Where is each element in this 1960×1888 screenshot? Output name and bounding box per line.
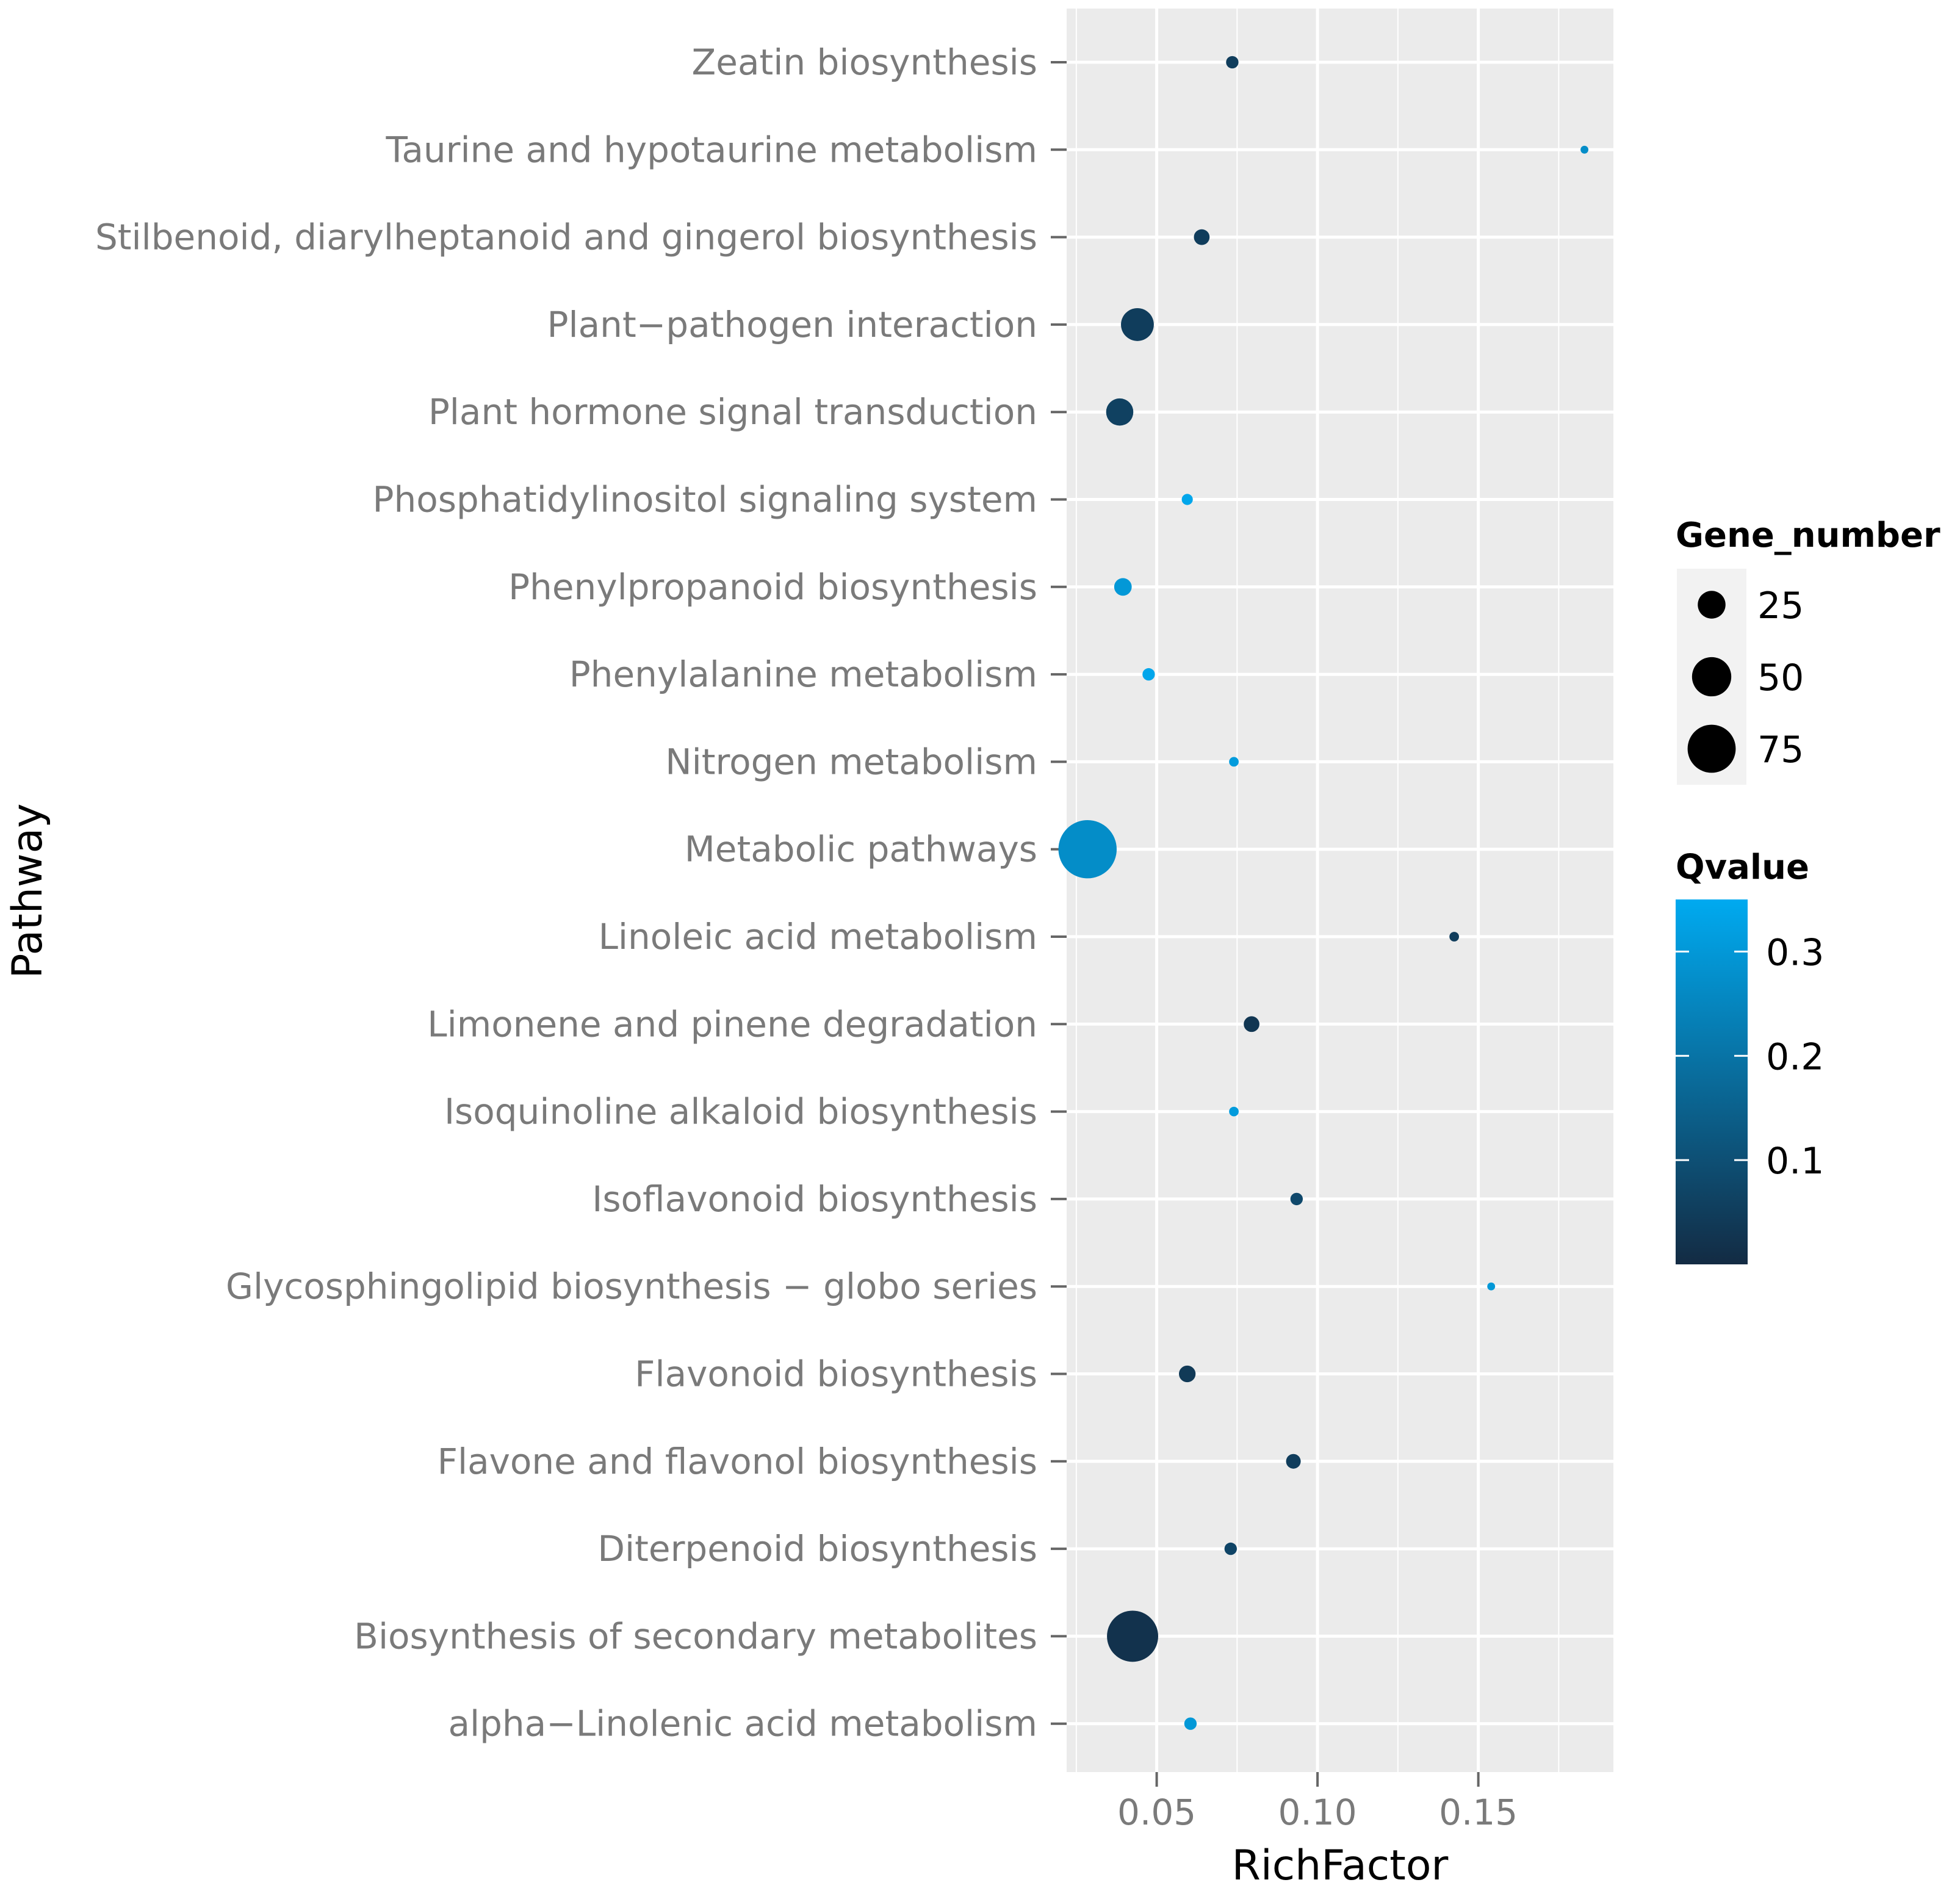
data-point bbox=[1181, 494, 1193, 505]
data-point bbox=[1184, 1717, 1197, 1730]
data-point bbox=[1121, 308, 1154, 341]
y-tick-label: alpha−Linolenic acid metabolism bbox=[448, 1703, 1037, 1745]
size-legend-dot bbox=[1692, 657, 1732, 697]
grid-lines bbox=[1067, 9, 1613, 1772]
y-tick-label: Taurine and hypotaurine metabolism bbox=[385, 129, 1037, 170]
y-tick-label: Phenylalanine metabolism bbox=[569, 654, 1037, 695]
y-tick-label: Biosynthesis of secondary metabolites bbox=[354, 1615, 1037, 1657]
y-tick-label: Metabolic pathways bbox=[685, 829, 1037, 870]
y-tick-label: Diterpenoid biosynthesis bbox=[597, 1528, 1037, 1569]
qvalue-colorbar bbox=[1676, 899, 1748, 1264]
y-tick-label: Limonene and pinene degradation bbox=[427, 1003, 1037, 1045]
data-point bbox=[1114, 578, 1132, 596]
y-tick-label: Phenylpropanoid biosynthesis bbox=[508, 566, 1037, 608]
plot-panel bbox=[1067, 9, 1613, 1772]
size-legend-label: 50 bbox=[1757, 657, 1804, 699]
y-tick-label: Flavone and flavonol biosynthesis bbox=[438, 1441, 1037, 1482]
data-point bbox=[1580, 145, 1588, 154]
data-point bbox=[1226, 56, 1239, 69]
y-tick-label: Flavonoid biosynthesis bbox=[635, 1353, 1037, 1395]
size-legend-dot bbox=[1687, 724, 1736, 773]
size-legend-label: 75 bbox=[1757, 729, 1804, 771]
data-point bbox=[1107, 1610, 1158, 1662]
data-point bbox=[1178, 1365, 1196, 1383]
y-tick-label: Nitrogen metabolism bbox=[665, 741, 1037, 782]
x-tick-label: 0.10 bbox=[1278, 1792, 1357, 1833]
size-legend-label: 25 bbox=[1757, 585, 1804, 627]
data-point bbox=[1229, 757, 1239, 767]
y-tick-label: Glycosphingolipid biosynthesis − globo s… bbox=[226, 1266, 1037, 1307]
x-axis-title: RichFactor bbox=[1232, 1842, 1449, 1888]
y-axis-title: Pathway bbox=[4, 804, 52, 979]
data-point bbox=[1286, 1454, 1301, 1469]
data-point bbox=[1449, 932, 1459, 942]
y-tick-label: Plant hormone signal transduction bbox=[428, 391, 1037, 433]
y-tick-label: Phosphatidylinositol signaling system bbox=[372, 479, 1037, 521]
y-tick-label: Plant−pathogen interaction bbox=[547, 304, 1037, 345]
data-point bbox=[1290, 1192, 1303, 1206]
colorbar-tick-label: 0.2 bbox=[1766, 1036, 1824, 1078]
data-point bbox=[1244, 1016, 1259, 1032]
x-tick-label: 0.05 bbox=[1117, 1792, 1196, 1833]
y-tick-label: Stilbenoid, diarylheptanoid and gingerol… bbox=[95, 217, 1037, 258]
colorbar-tick-label: 0.1 bbox=[1766, 1140, 1824, 1183]
size-legend-title: Gene_number bbox=[1676, 516, 1940, 555]
color-legend: Qvalue 0.1 0.2 0.3 bbox=[1676, 848, 1824, 1264]
y-axis-ticks: Zeatin biosynthesis Taurine and hypotauri… bbox=[95, 41, 1067, 1745]
data-point bbox=[1229, 1106, 1239, 1117]
y-tick-label: Isoquinoline alkaloid biosynthesis bbox=[444, 1091, 1037, 1133]
data-point bbox=[1142, 668, 1155, 681]
data-point bbox=[1487, 1282, 1496, 1291]
x-axis-ticks: 0.05 0.10 0.15 bbox=[1117, 1772, 1518, 1833]
data-point bbox=[1194, 229, 1210, 245]
y-tick-label: Linoleic acid metabolism bbox=[599, 916, 1037, 957]
y-tick-label: Isoflavonoid biosynthesis bbox=[592, 1178, 1037, 1220]
size-legend: Gene_number 25 50 75 bbox=[1676, 516, 1940, 785]
data-point bbox=[1106, 398, 1134, 426]
data-point bbox=[1224, 1542, 1237, 1555]
data-point bbox=[1058, 820, 1117, 879]
size-legend-dot bbox=[1698, 591, 1726, 619]
colorbar-tick-label: 0.3 bbox=[1766, 931, 1824, 974]
data-points bbox=[1058, 56, 1588, 1730]
x-tick-label: 0.15 bbox=[1439, 1792, 1518, 1833]
y-tick-label: Zeatin biosynthesis bbox=[692, 41, 1037, 83]
color-legend-title: Qvalue bbox=[1676, 848, 1809, 887]
